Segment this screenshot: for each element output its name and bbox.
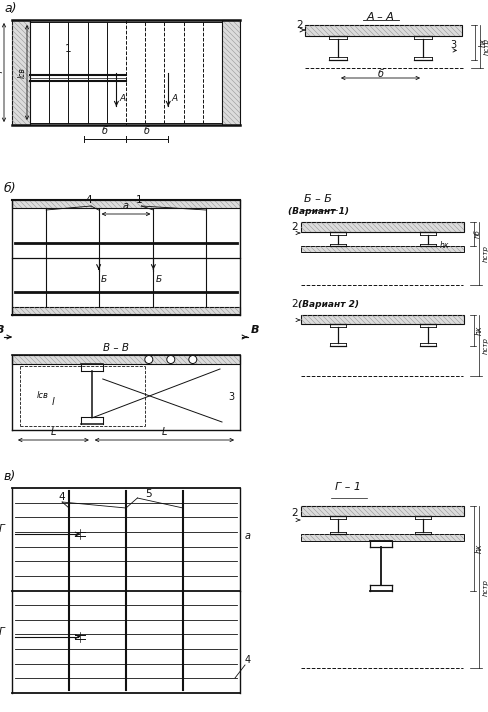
- Bar: [301, 534, 463, 541]
- Text: А: А: [171, 94, 177, 103]
- Bar: [222, 20, 240, 125]
- Text: а: а: [244, 531, 250, 541]
- Text: Б – Б: Б – Б: [304, 194, 331, 204]
- Text: Г – 1: Г – 1: [334, 482, 360, 492]
- Text: А: А: [119, 94, 125, 103]
- Text: lсв: lсв: [18, 67, 26, 78]
- Text: 3: 3: [227, 392, 234, 402]
- Text: 4: 4: [244, 655, 251, 665]
- Bar: [12, 355, 240, 364]
- Bar: [301, 222, 463, 232]
- Text: Б: Б: [101, 275, 106, 283]
- Text: 1: 1: [64, 43, 71, 53]
- Bar: [12, 20, 30, 125]
- Text: lсв: lсв: [37, 392, 49, 400]
- Text: Б: Б: [155, 275, 161, 283]
- Bar: [301, 315, 463, 324]
- Text: hстр: hстр: [482, 245, 488, 262]
- Text: В: В: [0, 325, 4, 335]
- Text: L: L: [162, 427, 167, 437]
- Bar: [301, 246, 463, 252]
- Text: 1: 1: [136, 195, 142, 205]
- Text: hк: hк: [474, 326, 483, 335]
- Text: 2: 2: [290, 299, 297, 309]
- Text: Г: Г: [0, 524, 5, 534]
- Text: 3: 3: [449, 40, 455, 50]
- Bar: [30, 20, 222, 125]
- Text: hк: hк: [439, 241, 448, 250]
- Text: б: б: [377, 69, 383, 79]
- Text: 4: 4: [85, 195, 92, 205]
- Bar: [12, 200, 240, 208]
- Text: а): а): [4, 2, 17, 15]
- Circle shape: [144, 355, 152, 364]
- Text: б: б: [144, 126, 150, 136]
- Text: 2: 2: [295, 20, 302, 30]
- Text: 2: 2: [290, 508, 297, 518]
- Text: hб: hб: [474, 229, 480, 239]
- Text: hстр: hстр: [483, 38, 488, 55]
- Bar: [12, 307, 240, 315]
- Text: (Вариант 1): (Вариант 1): [287, 207, 348, 216]
- Text: lq: lq: [0, 68, 2, 77]
- Text: В – В: В – В: [103, 343, 129, 353]
- Text: В: В: [250, 325, 259, 335]
- Bar: [301, 506, 463, 516]
- Text: hк: hк: [478, 38, 487, 47]
- Text: в): в): [4, 470, 16, 483]
- Text: (Вариант 2): (Вариант 2): [297, 300, 358, 309]
- Text: 5: 5: [145, 489, 152, 499]
- Circle shape: [166, 355, 174, 364]
- Text: 2: 2: [290, 222, 297, 232]
- Bar: [305, 25, 461, 36]
- Text: 4: 4: [59, 492, 65, 502]
- Text: hстр: hстр: [482, 578, 488, 595]
- Circle shape: [188, 355, 196, 364]
- Bar: [12, 208, 240, 307]
- Text: hк: hк: [474, 544, 483, 553]
- Text: L: L: [51, 427, 56, 437]
- Text: l: l: [52, 397, 55, 407]
- Text: Г: Г: [0, 627, 5, 637]
- Text: А – А: А – А: [366, 12, 394, 22]
- Text: а: а: [123, 201, 129, 211]
- Text: б: б: [102, 126, 108, 136]
- Text: hстр: hстр: [482, 337, 488, 354]
- Text: б): б): [4, 182, 17, 195]
